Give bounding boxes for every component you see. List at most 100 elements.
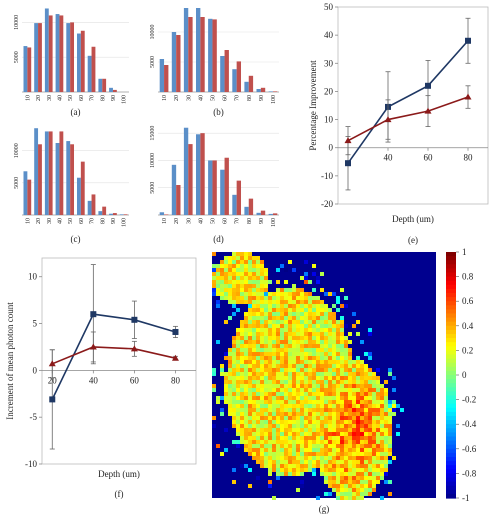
heatmap-cell — [316, 392, 320, 396]
y-tick-label: 50 — [324, 2, 334, 12]
heatmap-cell — [244, 404, 248, 408]
heatmap-cell — [332, 376, 336, 380]
heatmap-cell — [344, 488, 348, 492]
heatmap-cell — [316, 380, 320, 384]
heatmap-cell — [300, 396, 304, 400]
heatmap-cell — [276, 268, 280, 272]
heatmap-cell — [260, 416, 264, 420]
heatmap-cell — [360, 404, 364, 408]
heatmap-cell — [228, 316, 232, 320]
heatmap-cell — [372, 388, 376, 392]
heatmap-cell — [272, 312, 276, 316]
heatmap-cell — [380, 440, 384, 444]
heatmap-cell — [324, 420, 328, 424]
heatmap-cell — [272, 364, 276, 368]
heatmap-cell — [260, 392, 264, 396]
y-tick-label: 10000 — [14, 143, 20, 158]
heatmap-cell — [308, 336, 312, 340]
heatmap-cell — [288, 400, 292, 404]
heatmap-cell — [312, 404, 316, 408]
heatmap-cell — [264, 316, 268, 320]
heatmap-cell — [344, 484, 348, 488]
heatmap-cell — [320, 388, 324, 392]
heatmap-cell — [260, 420, 264, 424]
heatmap-cell — [312, 360, 316, 364]
heatmap-cell — [300, 328, 304, 332]
heatmap-cell — [256, 312, 260, 316]
heatmap-cell — [316, 388, 320, 392]
y-tick-label: 0 — [329, 143, 334, 153]
heatmap-cell — [256, 420, 260, 424]
heatmap-cell — [260, 456, 264, 460]
series-line-1 — [347, 40, 469, 164]
heatmap-cell — [332, 424, 336, 428]
heatmap-cell — [248, 356, 252, 360]
heatmap-cell — [268, 360, 272, 364]
colorbar-tick-label: 0.4 — [462, 321, 474, 331]
heatmap-cell — [400, 408, 404, 412]
heatmap-cell — [224, 296, 228, 300]
heatmap-cell — [388, 420, 392, 424]
heatmap-cell — [288, 464, 292, 468]
heatmap-cell — [272, 368, 276, 372]
heatmap-cell — [288, 328, 292, 332]
heatmap-cell — [288, 424, 292, 428]
heatmap-cell — [316, 356, 320, 360]
bar-30-s1 — [44, 8, 49, 93]
y-tick-label: 5000 — [14, 177, 20, 189]
heatmap-cell — [292, 436, 296, 440]
heatmap-cell — [384, 404, 388, 408]
heatmap-cell — [240, 340, 244, 344]
heatmap-cell — [304, 308, 308, 312]
heatmap-cell — [256, 304, 260, 308]
heatmap-cell — [252, 312, 256, 316]
heatmap-cell — [268, 452, 272, 456]
heatmap-cell — [336, 352, 340, 356]
heatmap-cell — [344, 352, 348, 356]
heatmap-cell — [328, 436, 332, 440]
heatmap-cell — [336, 440, 340, 444]
colorbar-segment — [446, 342, 456, 347]
heatmap-cell — [372, 468, 376, 472]
heatmap-cell — [336, 476, 340, 480]
heatmap-cell — [236, 256, 240, 260]
heatmap-cell — [316, 308, 320, 312]
bar-40-s1 — [55, 143, 60, 215]
bar-10-s1 — [159, 212, 165, 215]
bar-90-s1 — [109, 213, 113, 215]
heatmap-cell — [256, 432, 260, 436]
heatmap-cell — [228, 392, 232, 396]
heatmap-cell — [256, 268, 260, 272]
heatmap-cell — [336, 408, 340, 412]
heatmap-cell — [256, 308, 260, 312]
heatmap-cell — [344, 480, 348, 484]
heatmap-cell — [228, 284, 232, 288]
heatmap-cell — [356, 404, 360, 408]
colorbar-segment — [446, 362, 456, 368]
heatmap-cell — [252, 436, 256, 440]
heatmap-cell — [276, 420, 280, 424]
heatmap-cell — [244, 348, 248, 352]
heatmap-cell — [368, 460, 372, 464]
heatmap-cell — [280, 468, 284, 472]
heatmap-cell — [312, 424, 316, 428]
heatmap-cell — [356, 448, 360, 452]
heatmap-cell — [292, 456, 296, 460]
heatmap-cell — [300, 380, 304, 384]
heatmap-cell — [308, 352, 312, 356]
heatmap-cell — [312, 464, 316, 468]
heatmap-cell — [300, 336, 304, 340]
heatmap-cell — [280, 368, 284, 372]
heatmap-cell — [348, 484, 352, 488]
heatmap-cell — [240, 332, 244, 336]
heatmap-cell — [276, 304, 280, 308]
heatmap-cell — [232, 280, 236, 284]
heatmap-cell — [236, 376, 240, 380]
heatmap-cell — [244, 336, 248, 340]
heatmap-cell — [352, 432, 356, 436]
heatmap-cell — [332, 348, 336, 352]
heatmap-cell — [332, 432, 336, 436]
heatmap-cell — [252, 268, 256, 272]
heatmap-cell — [344, 360, 348, 364]
y-tick-label: 0 — [33, 365, 38, 375]
